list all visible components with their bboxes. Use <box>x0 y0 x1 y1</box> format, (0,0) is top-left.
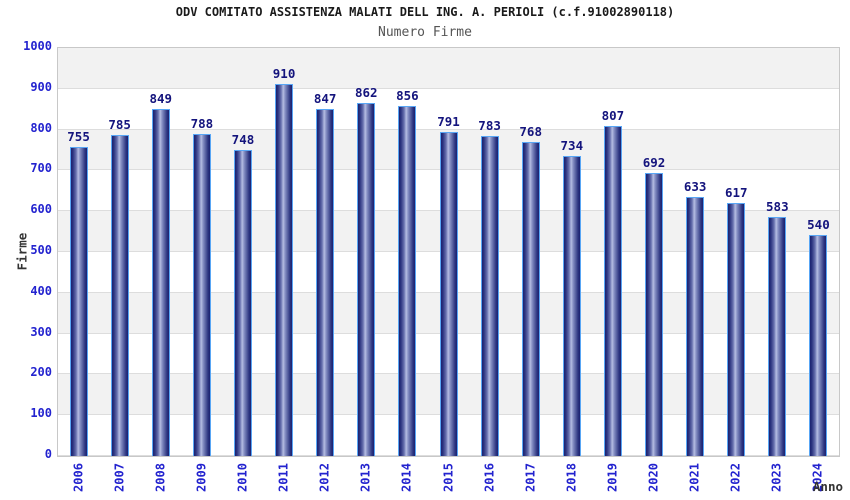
grid-band <box>58 48 839 89</box>
y-tick-label: 700 <box>30 161 52 176</box>
bar-2006 <box>69 146 88 456</box>
chart-title: ODV COMITATO ASSISTENZA MALATI DELL ING.… <box>175 5 675 19</box>
bar-value-label: 791 <box>437 114 460 130</box>
bar-value-label: 583 <box>766 199 789 215</box>
bar-value-label: 755 <box>67 128 90 144</box>
y-tick-label: 1000 <box>23 39 52 53</box>
x-tick-label-2022: 2022 <box>728 463 743 492</box>
x-tick-label-2011: 2011 <box>276 463 291 492</box>
bar-value-label: 783 <box>478 117 501 133</box>
bar-value-label: 807 <box>601 107 625 123</box>
y-tick-label: 500 <box>30 243 52 257</box>
y-tick-label: 600 <box>30 202 52 217</box>
bar-2020 <box>645 172 664 456</box>
plot-area: 755 785 849 788 748 910 847 862 856 791 783 768 734 8… <box>57 47 840 457</box>
bar-2023 <box>768 217 787 456</box>
x-tick-label-2023: 2023 <box>769 463 784 492</box>
bar-2014 <box>398 105 417 456</box>
bar-2015 <box>439 132 458 456</box>
y-axis-title: Firme <box>14 232 30 271</box>
bar-value-label: 847 <box>313 91 337 107</box>
x-tick-label-2019: 2019 <box>605 463 620 492</box>
x-tick-label-2006: 2006 <box>71 463 86 492</box>
y-tick-label: 100 <box>30 406 52 421</box>
bar-value-label: 788 <box>190 115 214 131</box>
y-tick-label: 900 <box>30 79 52 94</box>
y-tick-label: 800 <box>30 120 52 135</box>
bar-2018 <box>562 155 581 456</box>
x-tick-label-2012: 2012 <box>317 463 332 492</box>
y-tick-label: 0 <box>44 447 52 461</box>
bar-2010 <box>233 149 252 456</box>
y-tick-label: 300 <box>30 324 52 339</box>
x-axis-title: Anno <box>812 479 843 494</box>
bar-value-label: 633 <box>683 178 707 194</box>
x-tick-label-2020: 2020 <box>646 463 661 492</box>
bar-value-label: 768 <box>519 123 542 139</box>
bar-value-label: 692 <box>642 154 666 170</box>
bar-2024 <box>809 234 828 456</box>
bar-2019 <box>603 125 622 456</box>
x-tick-label-2016: 2016 <box>482 463 497 492</box>
bar-value-label: 785 <box>108 116 131 132</box>
chart-subtitle: Numero Firme <box>378 25 472 40</box>
x-tick-label-2021: 2021 <box>687 463 702 492</box>
bar-value-label: 734 <box>560 137 584 153</box>
x-tick-label-2013: 2013 <box>358 463 373 492</box>
x-tick-label-2017: 2017 <box>523 463 538 492</box>
x-tick-label-2015: 2015 <box>441 463 455 492</box>
bar-value-label: 540 <box>807 216 830 232</box>
x-tick-label-2010: 2010 <box>235 463 250 492</box>
bar-2007 <box>110 134 129 456</box>
bar-2016 <box>480 135 499 456</box>
x-tick-label-2009: 2009 <box>194 463 209 492</box>
bar-2013 <box>357 103 376 456</box>
bar-2011 <box>275 83 294 456</box>
x-tick-label-2007: 2007 <box>112 463 127 492</box>
y-tick-label: 200 <box>30 365 52 380</box>
bar-value-label: 910 <box>272 65 296 81</box>
bar-2008 <box>151 108 170 456</box>
y-tick-label: 400 <box>30 283 52 298</box>
bar-2012 <box>316 109 335 456</box>
bar-2017 <box>521 141 540 456</box>
x-tick-label-2018: 2018 <box>564 463 579 492</box>
bar-value-label: 856 <box>396 87 419 103</box>
bar-value-label: 862 <box>354 85 378 101</box>
bar-2009 <box>192 133 211 456</box>
x-tick-label-2008: 2008 <box>153 463 168 492</box>
bar-value-label: 849 <box>149 90 173 106</box>
bar-value-label: 617 <box>724 185 748 201</box>
bar-2021 <box>686 196 705 456</box>
bar-value-label: 748 <box>231 131 255 147</box>
x-tick-label-2014: 2014 <box>399 463 414 492</box>
grid-band <box>58 88 839 130</box>
bar-2022 <box>727 203 746 456</box>
